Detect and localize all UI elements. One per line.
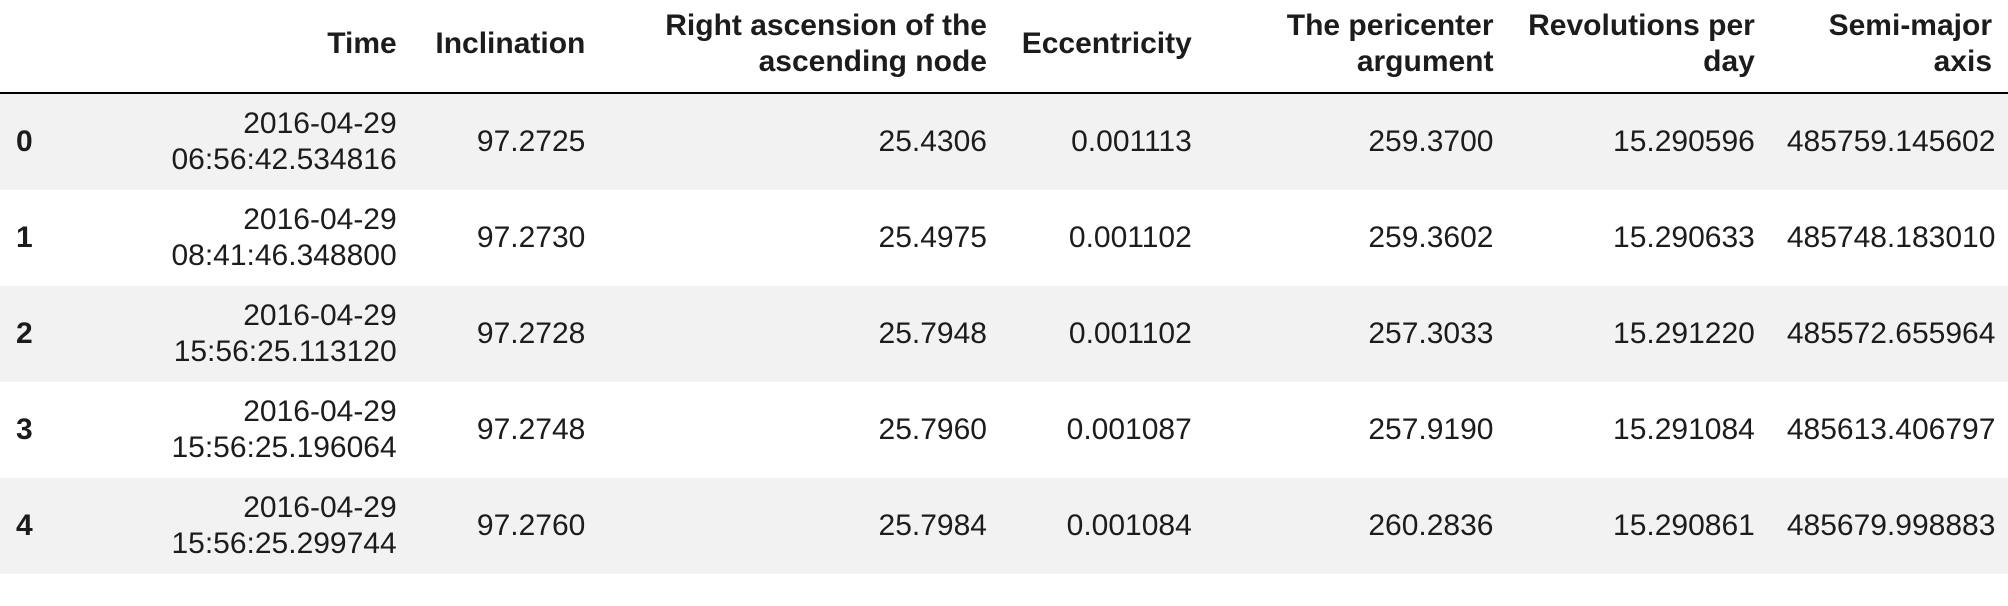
row-index: 2 <box>16 317 33 350</box>
column-header-semi-major-axis: Semi-major axis <box>1770 0 2008 94</box>
table-row: 2 2016-04-29 15:56:25.113120 97.2728 25.… <box>0 286 2008 382</box>
cell-time: 2016-04-29 15:56:25.299744 <box>171 491 397 560</box>
column-header-pericenter-argument: The pericenter argument <box>1207 0 1510 94</box>
cell-right-ascension: 25.4975 <box>878 221 987 254</box>
cell-pericenter-argument: 259.3602 <box>1368 221 1494 254</box>
cell-inclination: 97.2725 <box>476 125 586 158</box>
table-row: 1 2016-04-29 08:41:46.348800 97.2730 25.… <box>0 190 2008 286</box>
cell-inclination: 97.2760 <box>476 509 586 542</box>
cell-inclination: 97.2748 <box>476 413 586 446</box>
cell-pericenter-argument: 257.3033 <box>1368 317 1494 350</box>
cell-semi-major-axis: 485759.145602 <box>1786 125 1996 158</box>
cell-right-ascension: 25.4306 <box>878 125 987 158</box>
table-row: 4 2016-04-29 15:56:25.299744 97.2760 25.… <box>0 478 2008 574</box>
cell-time: 2016-04-29 08:41:46.348800 <box>171 203 397 272</box>
header-row: Time Inclination Right ascension of the … <box>0 0 2008 94</box>
cell-inclination: 97.2728 <box>476 317 586 350</box>
dataframe-table: Time Inclination Right ascension of the … <box>0 0 2008 574</box>
cell-eccentricity: 0.001102 <box>1068 221 1192 254</box>
cell-eccentricity: 0.001102 <box>1068 317 1192 350</box>
column-header-eccentricity: Eccentricity <box>1002 0 1208 94</box>
cell-inclination: 97.2730 <box>476 221 586 254</box>
column-header-inclination: Inclination <box>412 0 602 94</box>
row-index: 4 <box>16 509 33 542</box>
cell-time: 2016-04-29 15:56:25.113120 <box>173 299 397 368</box>
cell-semi-major-axis: 485613.406797 <box>1786 413 1996 446</box>
index-column-header <box>0 0 71 94</box>
cell-eccentricity: 0.001113 <box>1071 125 1192 158</box>
cell-right-ascension: 25.7960 <box>878 413 987 446</box>
cell-pericenter-argument: 260.2836 <box>1368 509 1494 542</box>
table-row: 0 2016-04-29 06:56:42.534816 97.2725 25.… <box>0 93 2008 190</box>
cell-pericenter-argument: 257.9190 <box>1368 413 1494 446</box>
cell-semi-major-axis: 485748.183010 <box>1786 221 1996 254</box>
cell-eccentricity: 0.001087 <box>1066 413 1192 446</box>
column-header-time: Time <box>70 0 413 94</box>
row-index: 0 <box>16 125 33 158</box>
cell-right-ascension: 25.7984 <box>878 509 987 542</box>
table-row: 3 2016-04-29 15:56:25.196064 97.2748 25.… <box>0 382 2008 478</box>
cell-revolutions-per-day: 15.291220 <box>1613 317 1755 350</box>
cell-revolutions-per-day: 15.290633 <box>1613 221 1755 254</box>
row-index: 3 <box>16 413 33 446</box>
cell-semi-major-axis: 485679.998883 <box>1786 509 1996 542</box>
cell-revolutions-per-day: 15.291084 <box>1613 413 1755 446</box>
cell-revolutions-per-day: 15.290861 <box>1613 509 1755 542</box>
cell-pericenter-argument: 259.3700 <box>1368 125 1494 158</box>
column-header-right-ascension: Right ascension of the ascending node <box>601 0 1003 94</box>
cell-time: 2016-04-29 06:56:42.534816 <box>171 107 397 176</box>
column-header-revolutions-per-day: Revolutions per day <box>1509 0 1771 94</box>
cell-eccentricity: 0.001084 <box>1066 509 1192 542</box>
cell-time: 2016-04-29 15:56:25.196064 <box>171 395 397 464</box>
cell-right-ascension: 25.7948 <box>878 317 987 350</box>
cell-revolutions-per-day: 15.290596 <box>1613 125 1755 158</box>
cell-semi-major-axis: 485572.655964 <box>1786 317 1996 350</box>
row-index: 1 <box>16 221 33 254</box>
